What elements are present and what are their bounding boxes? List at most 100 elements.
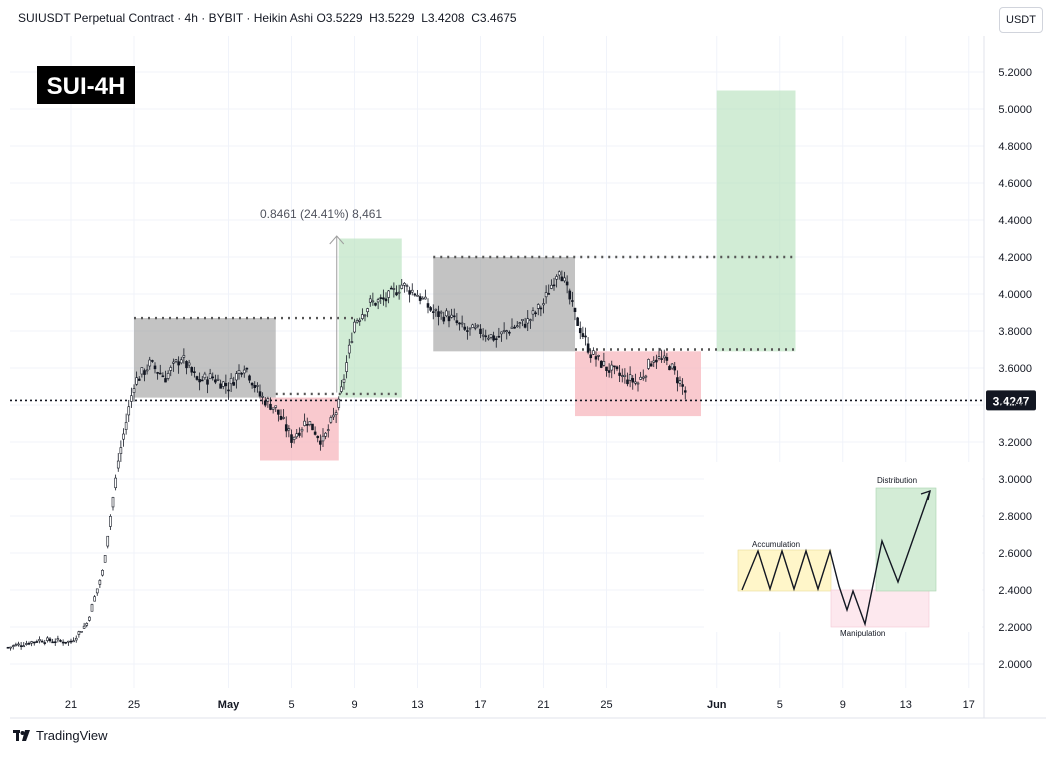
candle-body — [584, 335, 587, 338]
candle-body — [6, 646, 10, 649]
candle-body — [122, 433, 125, 440]
candle-body — [303, 420, 306, 426]
candle-body — [93, 596, 96, 602]
y-tick-label: 2.8000 — [998, 511, 1032, 523]
green-zone — [716, 90, 796, 352]
candle-body — [25, 643, 28, 645]
measure-label: 0.8461 (24.41%) 8,461 — [260, 207, 382, 221]
candle-body — [389, 287, 393, 290]
candle-body — [153, 365, 157, 370]
candle-body — [405, 285, 409, 287]
candle-body — [164, 378, 167, 383]
candle-body — [521, 319, 524, 321]
candle-body — [300, 429, 304, 432]
candle-body — [518, 322, 522, 324]
accumulation-label: Accumulation — [752, 540, 800, 549]
candle-body — [484, 335, 488, 338]
candle-body — [61, 641, 65, 644]
candle-body — [334, 412, 338, 415]
candle-body — [403, 282, 406, 286]
candle-body — [431, 311, 435, 313]
candle-body — [59, 640, 62, 642]
candle-body — [161, 375, 165, 378]
candle-body — [513, 326, 516, 329]
candle-body — [277, 409, 280, 415]
candle-body — [466, 330, 469, 332]
badge-title: SUI-4H — [47, 73, 126, 100]
currency-button[interactable]: USDT — [999, 7, 1043, 33]
y-tick-label: 3.0000 — [998, 474, 1032, 486]
candle-body — [634, 381, 637, 384]
dotted-levels-layer — [10, 255, 984, 402]
candle-body — [284, 424, 288, 432]
x-tick-label: 17 — [474, 699, 486, 711]
candle-body — [19, 645, 23, 647]
candle-body — [557, 271, 561, 276]
current-price-label: 3.4247 — [993, 394, 1030, 408]
interval-label[interactable]: 4h — [184, 11, 198, 25]
candle-body — [649, 363, 653, 367]
candle-body — [182, 355, 186, 358]
candle-body — [476, 324, 480, 327]
candle-body — [534, 312, 537, 315]
candle-body — [458, 322, 461, 325]
candle-body — [439, 311, 443, 314]
candle-body — [515, 325, 519, 328]
candle-body — [382, 297, 385, 300]
candle-body — [253, 385, 257, 388]
candle-body — [208, 373, 212, 379]
candle-body — [337, 398, 341, 408]
gray-zone — [433, 257, 575, 352]
candle-body — [563, 277, 566, 282]
candle-body — [290, 434, 293, 443]
candle-body — [455, 320, 459, 324]
candle-body — [90, 604, 94, 612]
candle-body — [308, 421, 312, 425]
candle-body — [177, 361, 180, 366]
candle-body — [641, 376, 645, 379]
x-tick-label: 25 — [128, 699, 140, 711]
candle-body — [408, 290, 411, 295]
candle-body — [35, 641, 39, 643]
candle-body — [379, 297, 383, 299]
candle-body — [413, 293, 417, 296]
candle-body — [279, 415, 283, 420]
chart-style-label[interactable]: Heikin Ashi — [253, 11, 314, 25]
candle-body — [221, 381, 225, 387]
tradingview-icon — [13, 729, 30, 741]
candles-layer — [6, 270, 687, 651]
y-tick-label: 4.4000 — [998, 215, 1032, 227]
candle-body — [292, 436, 296, 440]
candle-body — [216, 378, 220, 381]
candle-body — [636, 382, 640, 385]
candle-body — [74, 637, 78, 641]
x-tick-label: Jun — [707, 699, 727, 711]
manipulation-label: Manipulation — [840, 629, 885, 638]
candle-body — [77, 631, 81, 635]
x-tick-label: 9 — [351, 699, 357, 711]
candle-body — [242, 369, 246, 374]
candle-body — [489, 334, 493, 338]
candle-body — [40, 640, 44, 643]
candle-body — [602, 361, 606, 366]
candle-body — [53, 641, 57, 644]
y-tick-label: 5.2000 — [998, 67, 1032, 79]
candle-body — [623, 374, 627, 377]
symbol-name[interactable]: SUIUSDT Perpetual Contract — [18, 11, 174, 25]
tradingview-logo[interactable]: TradingView — [13, 728, 108, 743]
candle-body — [174, 359, 178, 362]
candle-body — [676, 377, 679, 384]
x-tick-label: 25 — [600, 699, 612, 711]
candle-body — [235, 373, 238, 381]
amd-arrowhead — [920, 489, 931, 501]
candle-body — [156, 372, 159, 374]
candle-body — [82, 625, 86, 629]
candle-body — [620, 375, 624, 377]
candle-body — [316, 435, 320, 439]
candle-body — [313, 431, 317, 435]
candle-body — [586, 343, 590, 353]
candle-body — [148, 359, 152, 367]
candle-body — [599, 360, 603, 368]
